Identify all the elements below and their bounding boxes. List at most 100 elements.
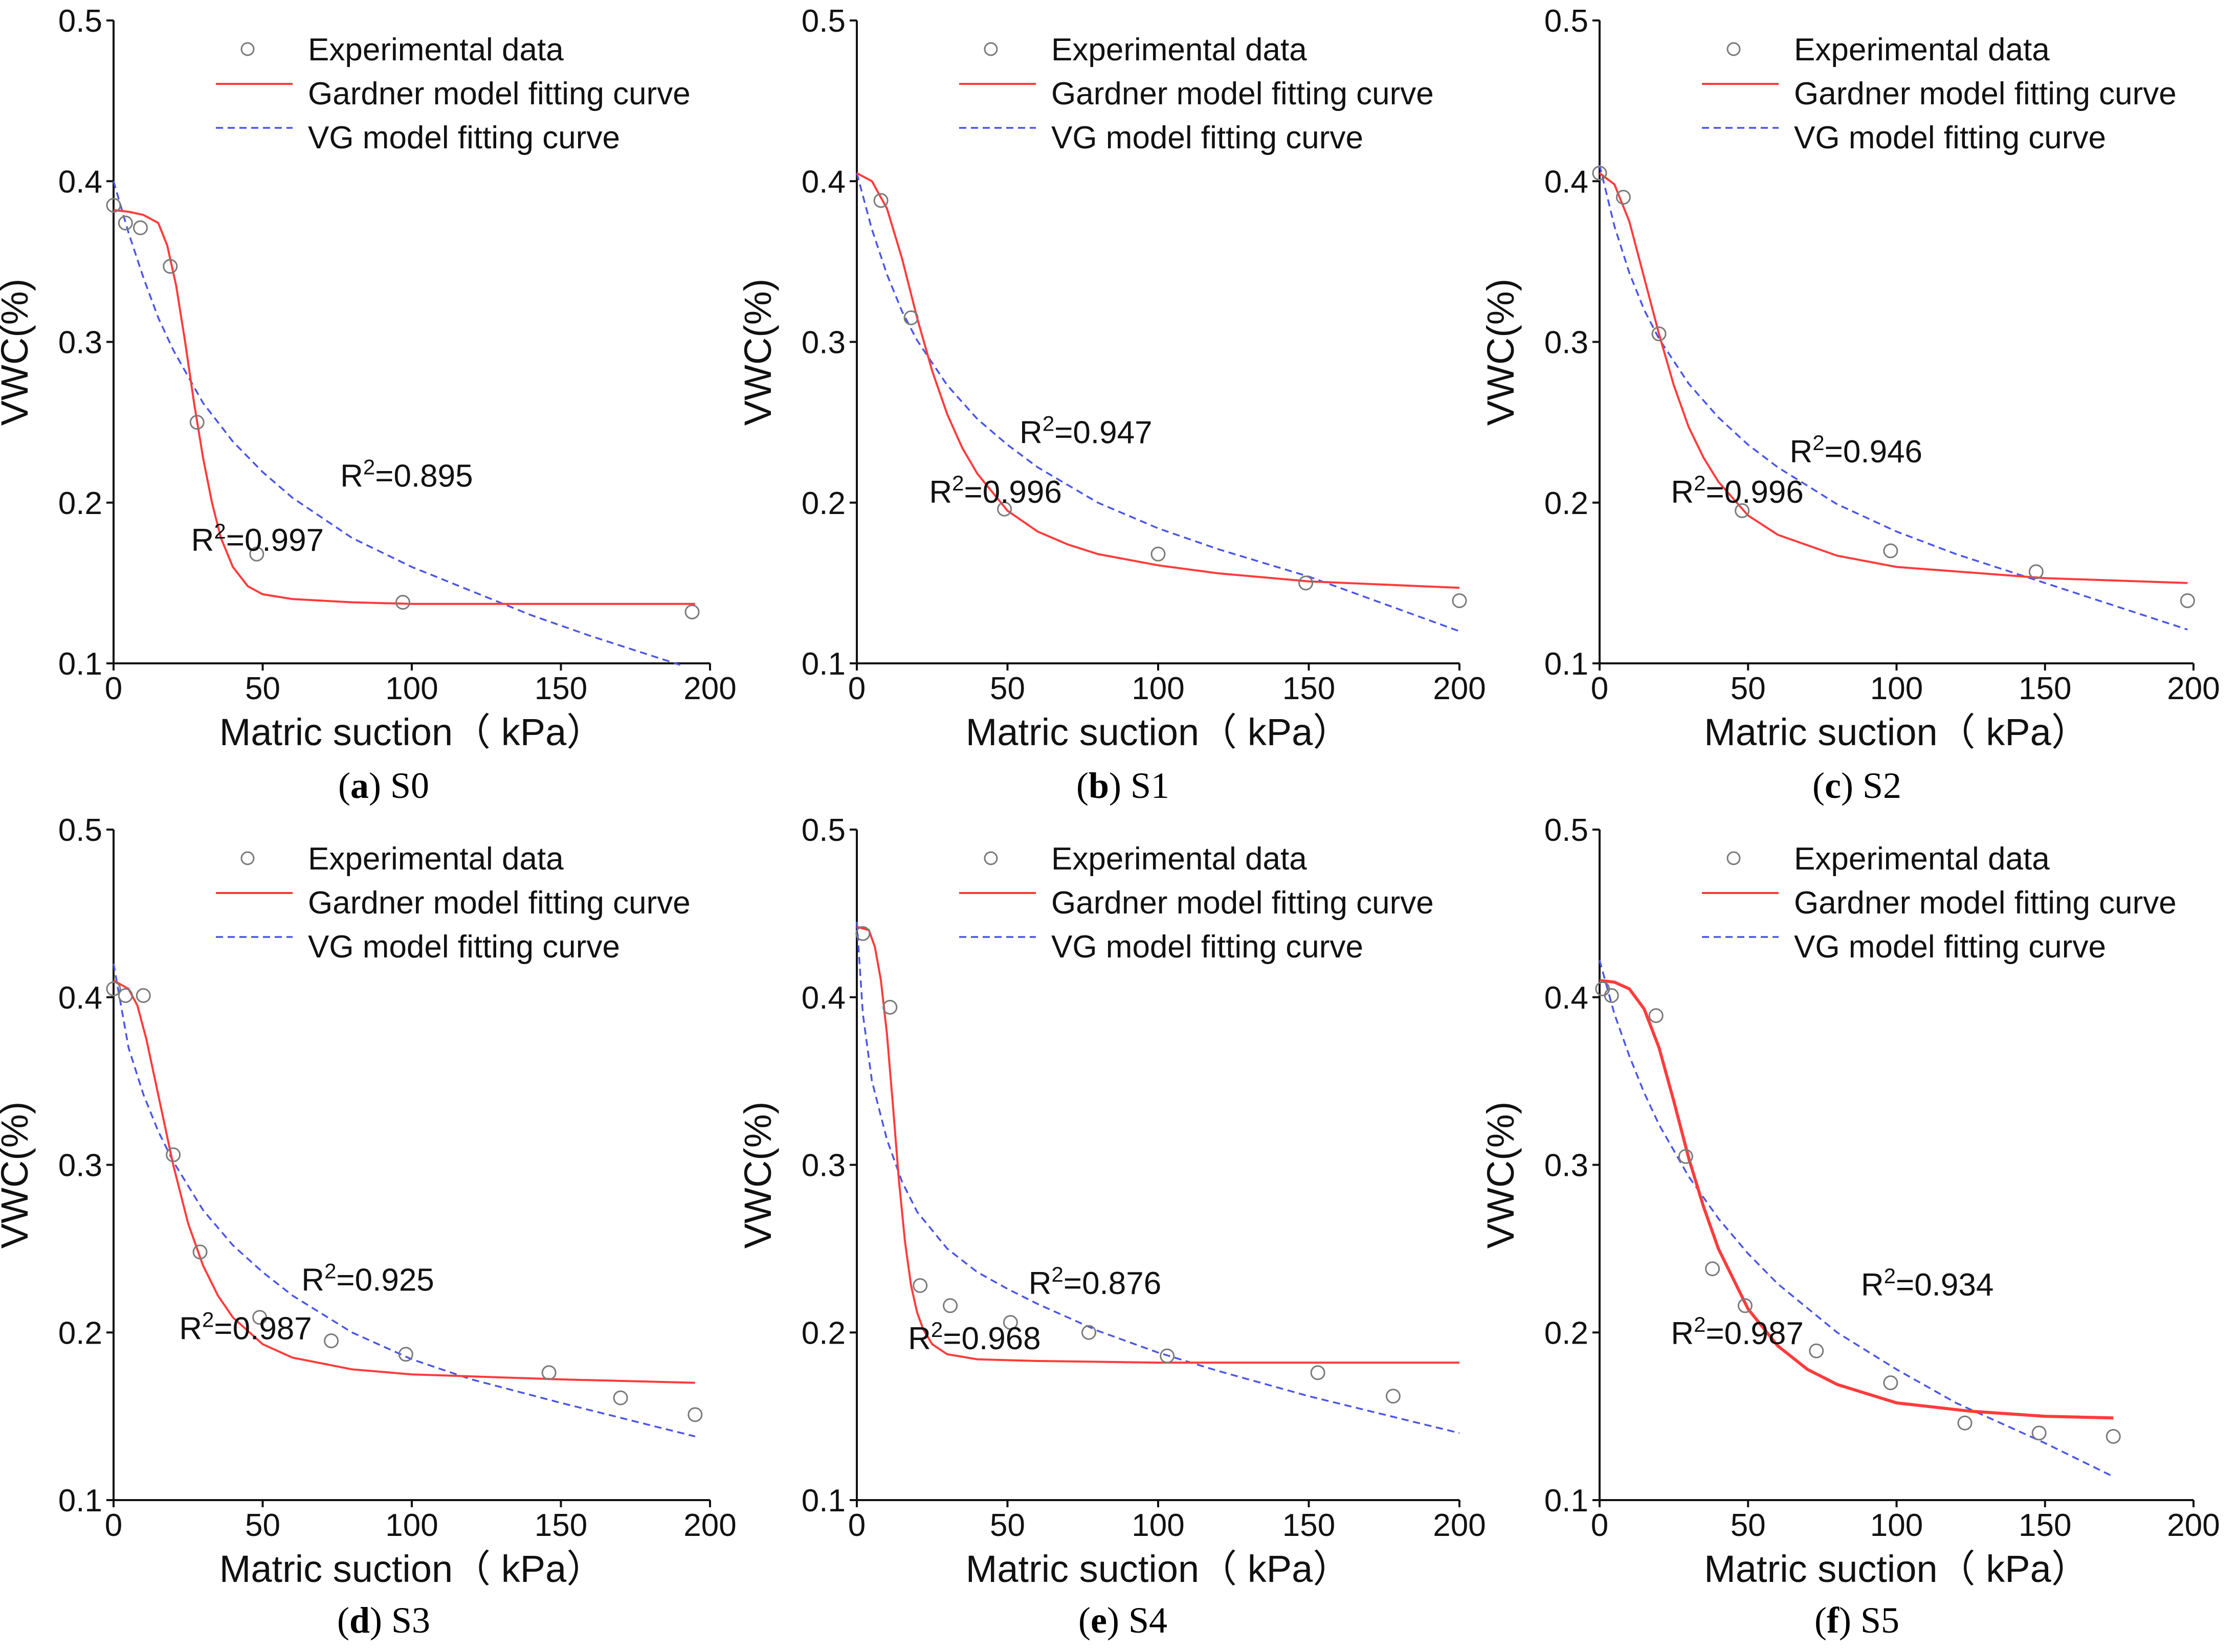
vg-fit-curve xyxy=(856,173,1460,632)
x-tick-label: 100 xyxy=(1870,671,1923,706)
experimental-point xyxy=(136,988,151,1003)
x-tick-label: 0 xyxy=(1591,1508,1608,1543)
legend: Experimental data Gardner model fitting c… xyxy=(1702,841,2177,965)
experimental-point xyxy=(1883,543,1898,559)
r2-value: 0.946 xyxy=(1843,434,1922,470)
x-tick-label: 100 xyxy=(1132,1508,1184,1543)
experimental-point xyxy=(1081,1325,1097,1340)
experimental-point xyxy=(1003,1315,1018,1330)
r2-label-vg: R2=0.947 xyxy=(1020,411,1153,450)
experimental-point xyxy=(163,259,178,274)
y-tick-label: 0.3 xyxy=(802,1148,846,1184)
legend-marker-experimental xyxy=(240,851,255,865)
x-tick-label: 0 xyxy=(105,1508,122,1543)
experimental-point xyxy=(1705,1261,1720,1277)
legend-label: Experimental data xyxy=(308,841,564,877)
r2-label-vg: R2=0.876 xyxy=(1029,1262,1162,1301)
experimental-point xyxy=(943,1298,958,1313)
y-axis-title: VWC(%) xyxy=(737,1102,779,1249)
legend-label: Experimental data xyxy=(1794,841,2050,877)
legend: Experimental data Gardner model fitting c… xyxy=(1702,32,2177,155)
y-tick-label: 0.5 xyxy=(802,813,846,848)
experimental-point xyxy=(1735,503,1750,518)
experimental-point xyxy=(118,988,133,1003)
experimental-point xyxy=(324,1333,339,1349)
y-tick-label: 0.1 xyxy=(802,1483,846,1519)
experimental-point xyxy=(106,197,121,213)
vg-fit-curve xyxy=(1599,165,2188,631)
x-tick-label: 0 xyxy=(1591,671,1608,706)
legend-label: VG model fitting curve xyxy=(1051,120,1363,155)
r2-value: 0.934 xyxy=(1914,1267,1993,1303)
y-tick-label: 0.4 xyxy=(1544,980,1588,1016)
chart-panel-a: 0 50 100 150 200 0.1 0.2 0.3 0.4 0.5 Matric suctio… xyxy=(0,4,737,806)
legend-label: VG model fitting curve xyxy=(1794,929,2106,965)
experimental-point xyxy=(1298,575,1314,591)
y-axis-title: VWC(%) xyxy=(0,1102,36,1249)
experimental-point xyxy=(1651,326,1667,342)
x-tick-label: 100 xyxy=(385,1508,438,1543)
vg-fit-curve xyxy=(113,181,681,666)
y-tick-label: 0.1 xyxy=(1544,646,1588,682)
x-axis-title: Matric suction（ kPa） xyxy=(219,1548,605,1590)
y-tick-label: 0.1 xyxy=(58,1483,102,1519)
legend-marker-experimental xyxy=(984,851,998,865)
legend: Experimental data Gardner model fitting c… xyxy=(216,841,691,965)
legend-label: VG model fitting curve xyxy=(308,120,620,155)
legend-label: Gardner model fitting curve xyxy=(308,885,691,921)
experimental-point xyxy=(541,1365,557,1380)
y-axis-title: VWC(%) xyxy=(737,279,779,426)
y-tick-label: 0.5 xyxy=(58,4,102,39)
x-tick-label: 50 xyxy=(990,1508,1025,1543)
y-tick-label: 0.4 xyxy=(1544,164,1588,199)
y-tick-label: 0.4 xyxy=(58,980,102,1016)
chart-panel-d: 0 50 100 150 200 0.1 0.2 0.3 0.4 0.5 Matric suctio… xyxy=(0,813,737,1641)
y-tick-label: 0.2 xyxy=(1544,1315,1588,1351)
experimental-point xyxy=(873,193,889,208)
x-tick-label: 0 xyxy=(848,671,866,706)
r2-value: 0.895 xyxy=(393,458,473,494)
experimental-point xyxy=(189,415,205,430)
r2-label-gardner: R2=0.968 xyxy=(908,1318,1041,1356)
legend-label: Gardner model fitting curve xyxy=(1794,76,2177,111)
experimental-point xyxy=(1385,1389,1401,1404)
experimental-point xyxy=(1883,1375,1898,1391)
x-tick-label: 100 xyxy=(1132,671,1184,706)
legend-marker-experimental xyxy=(984,42,998,56)
y-tick-label: 0.3 xyxy=(1544,1148,1588,1184)
y-tick-label: 0.5 xyxy=(1544,4,1588,39)
r2-value: 0.987 xyxy=(233,1311,312,1346)
legend-label: Experimental data xyxy=(308,32,564,68)
legend-label: VG model fitting curve xyxy=(308,929,620,965)
experimental-point xyxy=(1310,1365,1325,1380)
panel-caption: (b) S1 xyxy=(1076,765,1169,806)
r2-label-vg: R2=0.934 xyxy=(1861,1264,1994,1303)
y-tick-label: 0.2 xyxy=(58,1315,102,1351)
experimental-point xyxy=(1150,546,1166,562)
vg-fit-curve xyxy=(113,963,696,1438)
experimental-point xyxy=(1737,1298,1753,1313)
panel-caption: (e) S4 xyxy=(1078,1600,1167,1641)
x-tick-label: 200 xyxy=(1433,671,1486,706)
x-tick-label: 150 xyxy=(2019,1508,2071,1543)
experimental-point xyxy=(613,1390,628,1405)
y-axis-title: VWC(%) xyxy=(1479,279,1522,426)
legend: Experimental data Gardner model fitting c… xyxy=(216,32,691,155)
experimental-point xyxy=(1160,1348,1175,1364)
x-axis-title: Matric suction（ kPa） xyxy=(1704,711,2089,753)
y-tick-label: 0.2 xyxy=(58,486,102,521)
y-tick-label: 0.4 xyxy=(58,164,102,199)
x-tick-label: 200 xyxy=(2167,1508,2220,1543)
vg-fit-curve xyxy=(856,922,1460,1434)
gardner-fit-curve xyxy=(856,926,1459,1364)
x-tick-label: 50 xyxy=(990,671,1025,706)
experimental-point xyxy=(2180,593,2195,608)
y-tick-label: 0.5 xyxy=(58,813,102,848)
x-tick-label: 150 xyxy=(2019,671,2071,706)
y-axis-title: VWC(%) xyxy=(0,279,36,426)
experimental-point xyxy=(855,926,871,941)
r2-value: 0.925 xyxy=(355,1262,434,1298)
experimental-point xyxy=(882,999,898,1015)
r2-value: 0.997 xyxy=(245,523,324,558)
